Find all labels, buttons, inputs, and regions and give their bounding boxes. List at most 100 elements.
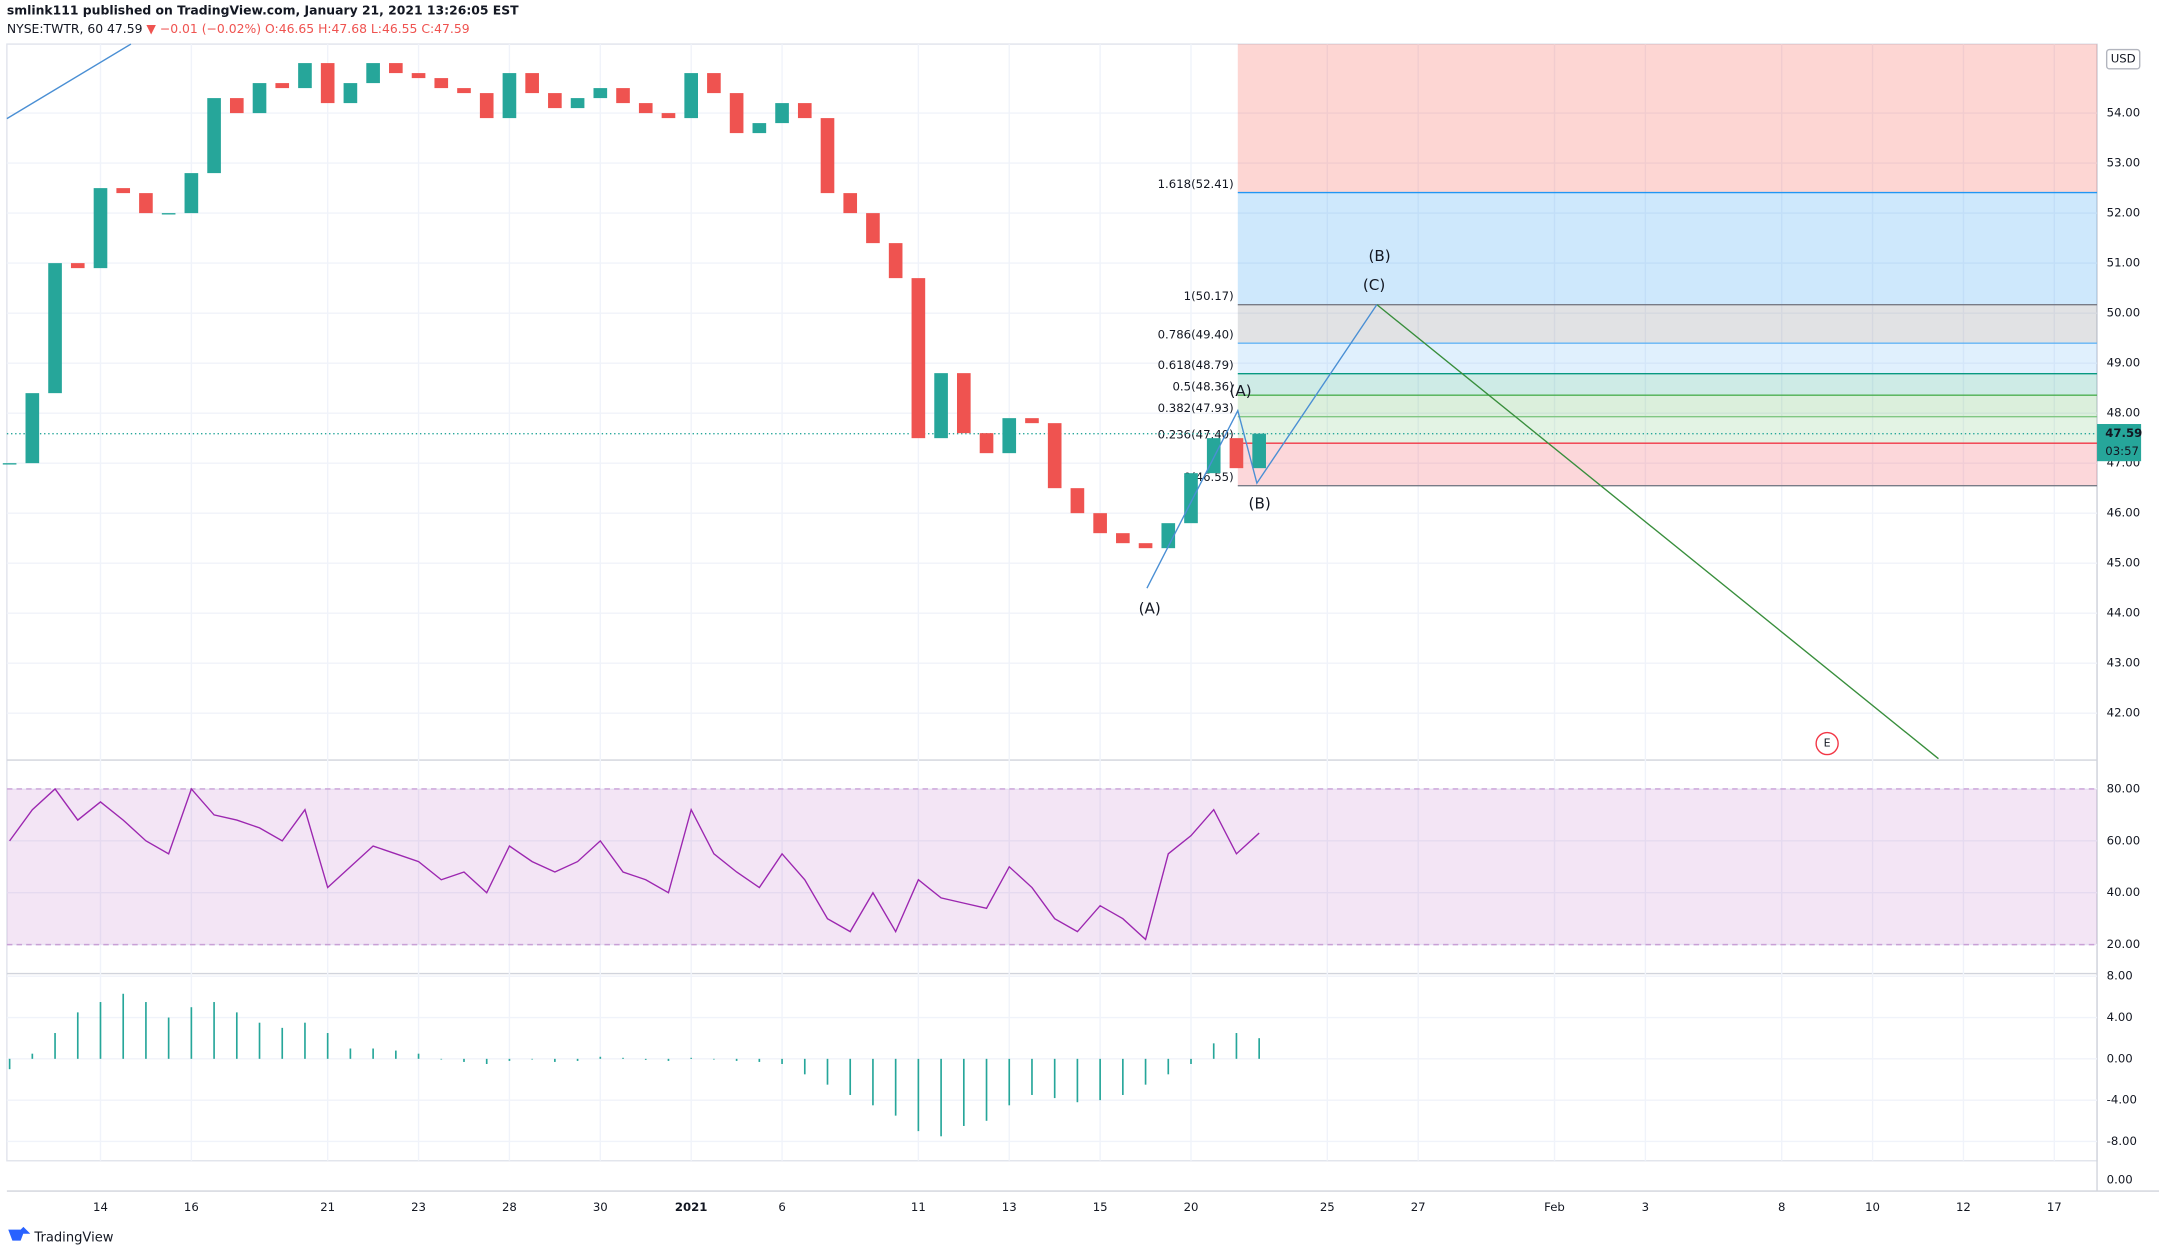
candle: [320, 63, 335, 104]
candle: [1116, 533, 1130, 544]
macd-bar: [576, 1058, 579, 1061]
macd-bar: [622, 1057, 624, 1059]
wave-label: (A): [1139, 599, 1161, 617]
y-tick-label: -8.00: [2107, 1134, 2137, 1148]
y-tick-label: 42.00: [2107, 706, 2140, 720]
candle: [25, 393, 40, 464]
y-tick-label: 44.00: [2107, 606, 2140, 620]
y-tick-label: 20.00: [2107, 937, 2140, 951]
footer: TradingView: [33, 1230, 113, 1245]
x-tick-label: 6: [778, 1200, 785, 1214]
y-tick-label: 0.00: [2107, 1051, 2133, 1065]
candle: [866, 213, 880, 244]
macd-bar: [1144, 1058, 1147, 1085]
candle: [707, 73, 721, 94]
candle: [457, 88, 471, 94]
fib-label: 0.618(48.79): [1158, 358, 1234, 372]
candle: [1161, 523, 1176, 549]
x-tick-label: 10: [1865, 1200, 1880, 1214]
x-tick-label: 21: [320, 1200, 335, 1214]
y-tick-label: 54.00: [2107, 106, 2140, 120]
fib-label: 0.786(49.40): [1158, 327, 1234, 341]
macd-bar: [485, 1058, 488, 1065]
macd-bar: [985, 1058, 988, 1121]
macd-bar: [1212, 1043, 1215, 1059]
candle: [661, 113, 676, 119]
macd-bar: [349, 1048, 352, 1059]
price-tag-label: 47.59: [2105, 426, 2142, 440]
candle: [979, 433, 994, 454]
macd-bar: [1122, 1058, 1124, 1095]
macd-bar: [1053, 1058, 1056, 1099]
x-tick-label: Feb: [1544, 1200, 1565, 1214]
candle: [797, 103, 812, 119]
fib-zone: [1237, 395, 2098, 417]
logo-icon: [8, 1226, 31, 1241]
candle: [1229, 438, 1244, 469]
candle: [70, 263, 85, 269]
y-tick-label: 50.00: [2107, 306, 2140, 320]
macd-bar: [1076, 1058, 1079, 1103]
candle: [139, 193, 153, 214]
y-tick-label: -4.00: [2107, 1093, 2137, 1107]
x-tick-label: 12: [1956, 1200, 1971, 1214]
event-marker: [1815, 731, 1839, 756]
x-tick-label: 13: [1002, 1200, 1017, 1214]
y-tick-label: 45.00: [2107, 556, 2140, 570]
x-tick-label: 20: [1184, 1200, 1199, 1214]
candle: [934, 373, 948, 439]
candle: [911, 278, 926, 439]
candle: [820, 118, 835, 194]
macd-bar: [167, 1017, 170, 1059]
macd-bar: [1008, 1058, 1011, 1106]
candle: [1093, 513, 1107, 534]
currency-box[interactable]: [2105, 48, 2141, 70]
macd-bar: [940, 1058, 942, 1137]
macd-bar: [304, 1022, 306, 1059]
macd-bar: [76, 1012, 79, 1059]
candle: [207, 98, 221, 174]
event-label: E: [1824, 737, 1831, 750]
wave-label: (A): [1229, 382, 1251, 400]
macd-bar: [99, 1002, 102, 1059]
candle: [1002, 418, 1017, 454]
candle: [389, 63, 403, 74]
trendline: [6, 43, 132, 120]
candle: [502, 73, 517, 119]
macd-bar: [145, 1002, 147, 1059]
last: 47.59: [107, 20, 142, 35]
macd-bar: [554, 1058, 556, 1062]
candle: [434, 78, 449, 89]
candle: [275, 83, 290, 89]
rsi-line: [9, 787, 1260, 941]
macd-bar: [713, 1058, 715, 1060]
candle: [1252, 433, 1266, 469]
fib-label: 0.236(47.40): [1158, 427, 1234, 441]
fib-zone: [1237, 192, 2098, 305]
x-tick-label: 2021: [675, 1200, 708, 1214]
y-tick-label: 40.00: [2107, 885, 2140, 899]
x-tick-label: 16: [184, 1200, 199, 1214]
candle: [1047, 423, 1062, 489]
y-tick-label: 46.00: [2107, 506, 2140, 520]
x-tick-label: 25: [1320, 1200, 1335, 1214]
wave-label: (B): [1369, 247, 1391, 265]
candle: [593, 88, 608, 99]
macd-bar: [758, 1058, 761, 1062]
candle: [1070, 488, 1085, 514]
wave-label: (C): [1363, 276, 1385, 294]
macd-bar: [1258, 1038, 1260, 1059]
macd-bar: [508, 1058, 511, 1061]
candle: [1025, 418, 1039, 424]
price-tag: [2097, 424, 2142, 462]
x-tick-label: 30: [593, 1200, 608, 1214]
candle: [843, 193, 858, 214]
candle: [548, 93, 562, 109]
macd-bar: [599, 1056, 602, 1059]
macd-bar: [735, 1058, 738, 1061]
x-tick-label: 23: [411, 1200, 426, 1214]
fib-zone: [1237, 416, 2098, 444]
candle: [1138, 543, 1153, 549]
macd-bar: [894, 1058, 897, 1116]
